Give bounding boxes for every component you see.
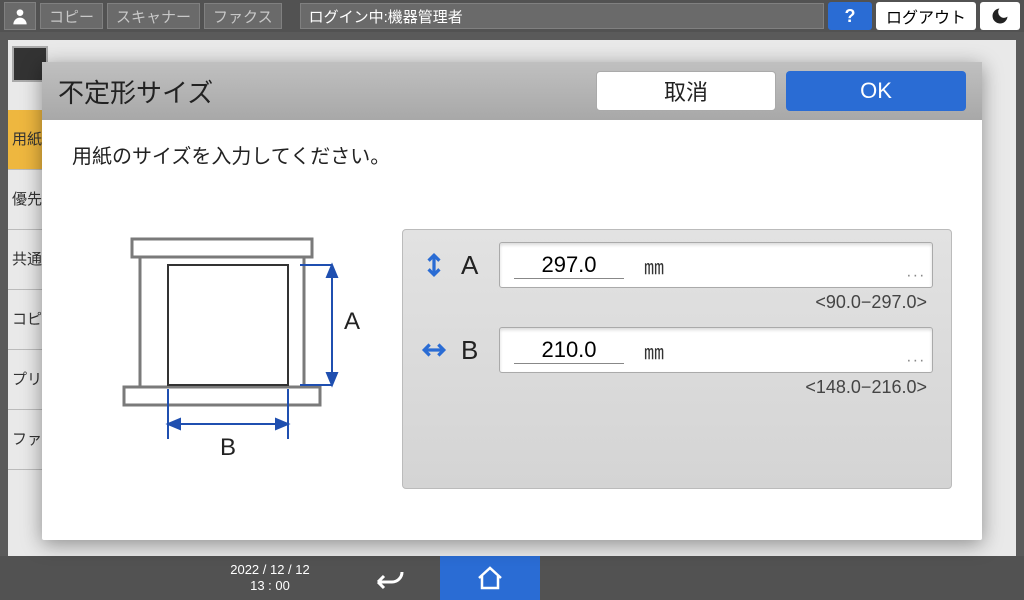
logout-button[interactable]: ログアウト	[876, 2, 976, 30]
more-icon: ∙∙∙	[907, 352, 926, 370]
range-a: <90.0−297.0>	[421, 292, 933, 313]
value-a: 297.0	[514, 252, 624, 279]
tab-fax[interactable]: ファクス	[204, 3, 282, 29]
range-b: <148.0−216.0>	[421, 377, 933, 398]
value-b: 210.0	[514, 337, 624, 364]
user-icon[interactable]	[4, 2, 36, 30]
field-row-a: A 297.0 ㎜ ∙∙∙	[421, 242, 933, 288]
tab-scanner[interactable]: スキャナー	[107, 3, 200, 29]
horizontal-arrow-icon	[421, 337, 447, 363]
more-icon: ∙∙∙	[907, 267, 926, 285]
value-input-b[interactable]: 210.0 ㎜ ∙∙∙	[499, 327, 933, 373]
ok-button[interactable]: OK	[786, 71, 966, 111]
field-label-a: A	[461, 250, 485, 281]
vertical-arrow-icon	[421, 252, 447, 278]
cancel-button[interactable]: 取消	[596, 71, 776, 111]
bottom-bar: 2022 / 12 / 12 13 : 00	[0, 556, 1024, 600]
datetime: 2022 / 12 / 12 13 : 00	[200, 562, 340, 593]
top-bar: コピー スキャナー ファクス ログイン中:機器管理者 ? ログアウト	[0, 0, 1024, 32]
date-text: 2022 / 12 / 12	[200, 562, 340, 578]
field-label-b: B	[461, 335, 485, 366]
diagram-label-a: A	[344, 308, 360, 335]
help-button[interactable]: ?	[828, 2, 872, 30]
custom-size-dialog: 不定形サイズ 取消 OK 用紙のサイズを入力してください。	[42, 62, 982, 540]
home-button[interactable]	[440, 556, 540, 600]
login-status[interactable]: ログイン中:機器管理者	[300, 3, 824, 29]
dialog-body: 用紙のサイズを入力してください。	[42, 120, 982, 540]
size-fields-panel: A 297.0 ㎜ ∙∙∙ <90.0−297.0> B	[402, 229, 952, 489]
paper-size-diagram: A B	[72, 229, 372, 489]
sleep-button[interactable]	[980, 2, 1020, 30]
value-input-a[interactable]: 297.0 ㎜ ∙∙∙	[499, 242, 933, 288]
unit-b: ㎜	[644, 336, 664, 365]
unit-a: ㎜	[644, 251, 664, 280]
time-text: 13 : 00	[200, 578, 340, 594]
field-row-b: B 210.0 ㎜ ∙∙∙	[421, 327, 933, 373]
diagram-label-b: B	[220, 434, 236, 461]
prompt-text: 用紙のサイズを入力してください。	[72, 140, 952, 169]
dialog-title: 不定形サイズ	[58, 73, 586, 110]
tab-copy[interactable]: コピー	[40, 3, 103, 29]
dialog-header: 不定形サイズ 取消 OK	[42, 62, 982, 120]
back-button[interactable]	[340, 556, 440, 600]
